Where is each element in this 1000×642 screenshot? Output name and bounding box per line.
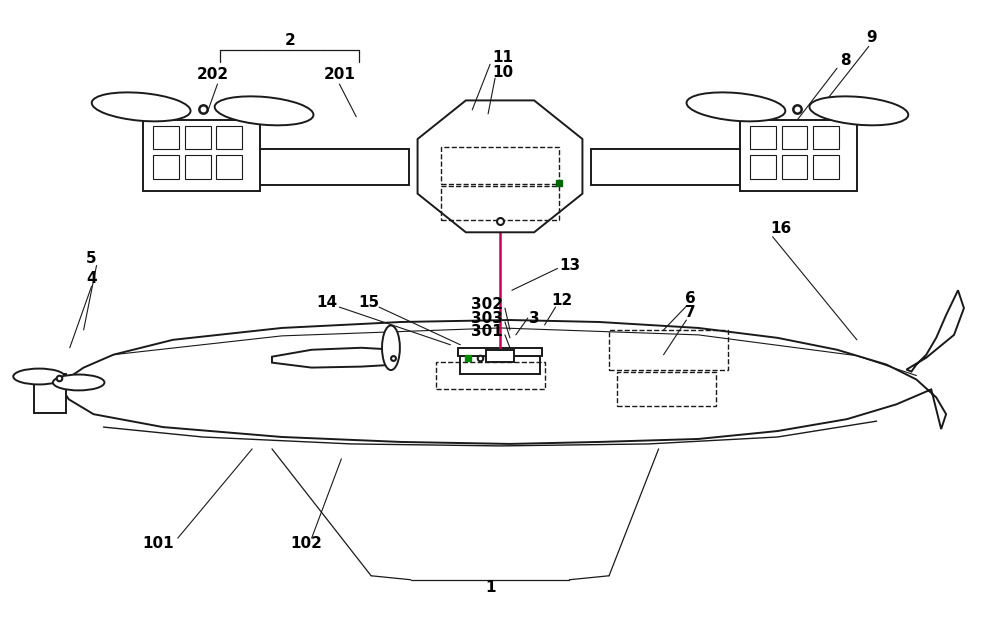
Text: 101: 101 [142,535,174,551]
Ellipse shape [13,369,65,385]
Text: 12: 12 [551,293,572,308]
Polygon shape [272,348,396,368]
Text: 16: 16 [770,221,791,236]
Ellipse shape [382,325,400,370]
Text: 202: 202 [196,67,229,82]
Bar [185,155,211,179]
Ellipse shape [809,96,908,125]
Text: 8: 8 [840,53,850,68]
Bar [609,330,728,370]
Polygon shape [59,320,946,444]
Bar [185,126,211,150]
Bar [143,120,260,191]
Bar [617,372,716,406]
Text: 14: 14 [316,295,337,309]
Bar [173,150,409,185]
Bar [441,146,559,184]
Text: 6: 6 [685,291,696,306]
Text: 102: 102 [291,535,323,551]
Bar [782,126,807,150]
Text: 13: 13 [559,258,580,273]
Text: 11: 11 [492,50,513,65]
Bar [492,217,508,225]
Bar [750,126,776,150]
Text: 9: 9 [866,30,877,45]
Ellipse shape [687,92,785,121]
Bar [486,350,514,361]
Bar [460,356,540,374]
Text: 1: 1 [485,580,495,595]
Bar [153,126,179,150]
Text: 303: 303 [471,311,503,325]
Ellipse shape [92,92,191,121]
Text: 5: 5 [86,251,97,266]
Text: 301: 301 [471,324,503,340]
Bar [436,361,545,390]
Text: 302: 302 [471,297,503,311]
Text: 3: 3 [529,311,540,325]
Bar [813,155,839,179]
Bar [740,120,857,191]
Ellipse shape [215,96,313,125]
Polygon shape [418,100,582,232]
Bar [591,150,827,185]
Ellipse shape [53,374,104,390]
Text: 10: 10 [492,65,514,80]
Text: 15: 15 [359,295,380,309]
Text: 7: 7 [685,304,696,320]
Bar [153,155,179,179]
Bar [216,126,242,150]
Bar [441,186,559,220]
Bar [813,126,839,150]
Bar [782,155,807,179]
Polygon shape [906,290,964,372]
Text: 4: 4 [86,271,97,286]
Bar [216,155,242,179]
Bar [458,348,542,356]
Bar [34,374,66,413]
Bar [750,155,776,179]
Text: 2: 2 [284,33,295,48]
Text: 201: 201 [323,67,355,82]
